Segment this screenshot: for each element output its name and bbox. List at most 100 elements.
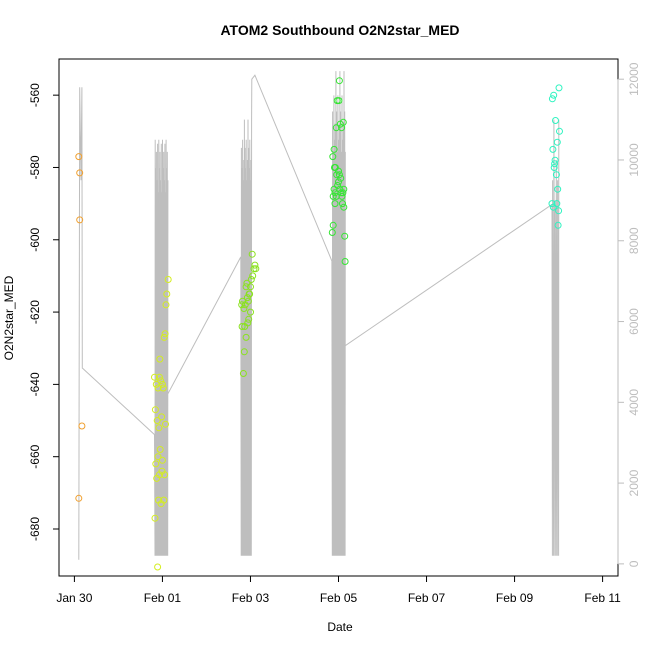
data-point-s1-23 — [158, 467, 166, 475]
data-point-s1-12 — [155, 424, 163, 432]
data-point-s3-16 — [336, 185, 344, 193]
data-point-s3-28 — [331, 164, 338, 171]
data-point-s1-0 — [151, 373, 158, 381]
data-point-s3-18 — [339, 200, 346, 208]
data-point-s0-1 — [76, 169, 84, 177]
data-point-s1-19 — [158, 456, 166, 464]
data-point-s4-7 — [556, 127, 563, 135]
data-point-s3-9 — [338, 192, 346, 200]
data-point-s4-14 — [551, 160, 559, 168]
data-point-s2-15 — [240, 348, 248, 356]
data-point-s2-6 — [244, 297, 252, 305]
data-point-s0-3 — [78, 422, 86, 430]
data-point-s3-17 — [337, 189, 345, 197]
y2-tick-label-0: 0 — [627, 560, 641, 567]
data-point-s4-9 — [550, 91, 558, 99]
data-point-s2-14 — [239, 370, 247, 377]
x-tick-label-5: Feb 09 — [496, 591, 534, 605]
data-point-s2-22 — [241, 323, 249, 330]
data-point-s3-32 — [335, 77, 343, 85]
data-point-s4-12 — [555, 84, 563, 92]
y-tick-label-5: -660 — [28, 444, 42, 468]
data-point-s1-29 — [154, 563, 162, 571]
data-point-s4-13 — [549, 145, 557, 153]
data-point-s3-0 — [328, 229, 336, 236]
data-point-s3-7 — [335, 171, 343, 179]
data-point-s2-20 — [248, 250, 256, 258]
data-point-s3-19 — [340, 203, 348, 211]
data-point-s1-30 — [156, 355, 164, 363]
data-point-s4-6 — [555, 207, 563, 215]
y2-tick-label-4: 8000 — [627, 227, 641, 254]
data-point-s2-12 — [251, 261, 259, 269]
x-tick-label-4: Feb 07 — [408, 591, 446, 605]
data-point-s1-14 — [160, 333, 168, 341]
data-point-s4-5 — [554, 185, 562, 193]
data-point-s2-0 — [238, 301, 246, 309]
data-point-s1-13 — [158, 413, 166, 421]
data-point-s3-5 — [334, 182, 342, 189]
data-point-s1-3 — [155, 373, 163, 381]
y2-tick-label-3: 6000 — [627, 308, 641, 335]
data-point-s1-16 — [152, 460, 160, 468]
data-point-s1-5 — [158, 380, 166, 388]
data-point-s4-10 — [552, 117, 559, 124]
data-point-s3-26 — [339, 118, 347, 126]
data-point-s4-2 — [550, 164, 558, 171]
data-point-s0-2 — [76, 216, 84, 224]
data-point-s1-15 — [162, 301, 170, 309]
y-tick-label-3: -620 — [28, 300, 42, 324]
y2-tick-label-1: 2000 — [627, 469, 641, 496]
data-point-s3-12 — [330, 145, 338, 153]
data-point-s3-15 — [335, 178, 342, 186]
data-point-s2-18 — [245, 315, 253, 323]
x-tick-label-3: Feb 05 — [320, 591, 358, 605]
y2-tick-label-6: 12000 — [627, 62, 641, 96]
y-axis: -560 -580 -600 -620 -640 -660 -680 — [28, 83, 59, 541]
data-point-s0-4 — [75, 494, 83, 502]
y-tick-label-6: -680 — [28, 517, 42, 541]
data-point-s3-8 — [337, 174, 345, 182]
x-tick-label-6: Feb 11 — [584, 591, 621, 605]
y-tick-label-0: -560 — [28, 83, 42, 107]
data-point-s3-21 — [331, 200, 339, 208]
x-tick-label-1: Feb 01 — [144, 591, 182, 605]
y-tick-label-2: -600 — [28, 227, 42, 251]
data-point-s4-1 — [549, 203, 557, 211]
data-point-s3-23 — [335, 97, 343, 105]
data-point-s1-17 — [154, 453, 162, 461]
x-axis: Jan 30 Feb 01 Feb 03 Feb 05 Feb 07 Feb 09 Feb … — [56, 576, 621, 605]
x-tick-label-2: Feb 03 — [232, 591, 270, 605]
data-point-s2-10 — [249, 272, 257, 280]
data-point-s4-4 — [552, 171, 560, 179]
y-tick-label-4: -640 — [28, 372, 42, 396]
data-point-s4-0 — [548, 200, 556, 208]
data-point-s0-0 — [75, 153, 83, 161]
data-point-s1-27 — [160, 496, 168, 504]
y-axis-label: O2N2star_MED — [2, 275, 16, 360]
data-point-s3-1 — [329, 221, 337, 229]
data-point-s1-4 — [157, 377, 165, 385]
x-tick-label-0: Jan 30 — [56, 591, 92, 605]
data-point-s1-7 — [161, 330, 169, 338]
data-point-s3-20 — [329, 192, 337, 200]
data-point-s4-3 — [551, 156, 559, 164]
y2-tick-label-2: 4000 — [627, 389, 641, 416]
data-points — [75, 77, 563, 571]
data-point-s3-27 — [329, 153, 337, 161]
y2-tick-label-5: 10000 — [627, 143, 641, 177]
data-point-s1-2 — [154, 384, 162, 392]
data-point-s2-4 — [242, 283, 250, 291]
data-point-s3-31 — [332, 124, 340, 132]
data-point-s2-23 — [243, 294, 251, 302]
secondary-y-axis: 0 2000 4000 6000 8000 10000 12000 — [617, 62, 641, 567]
data-point-s4-15 — [553, 200, 561, 208]
data-point-s2-9 — [247, 276, 255, 283]
data-point-s2-5 — [243, 279, 251, 287]
data-point-s1-10 — [151, 406, 159, 414]
data-point-s1-28 — [151, 514, 159, 522]
chart-title: ATOM2 Southbound O2N2star_MED — [220, 22, 459, 38]
